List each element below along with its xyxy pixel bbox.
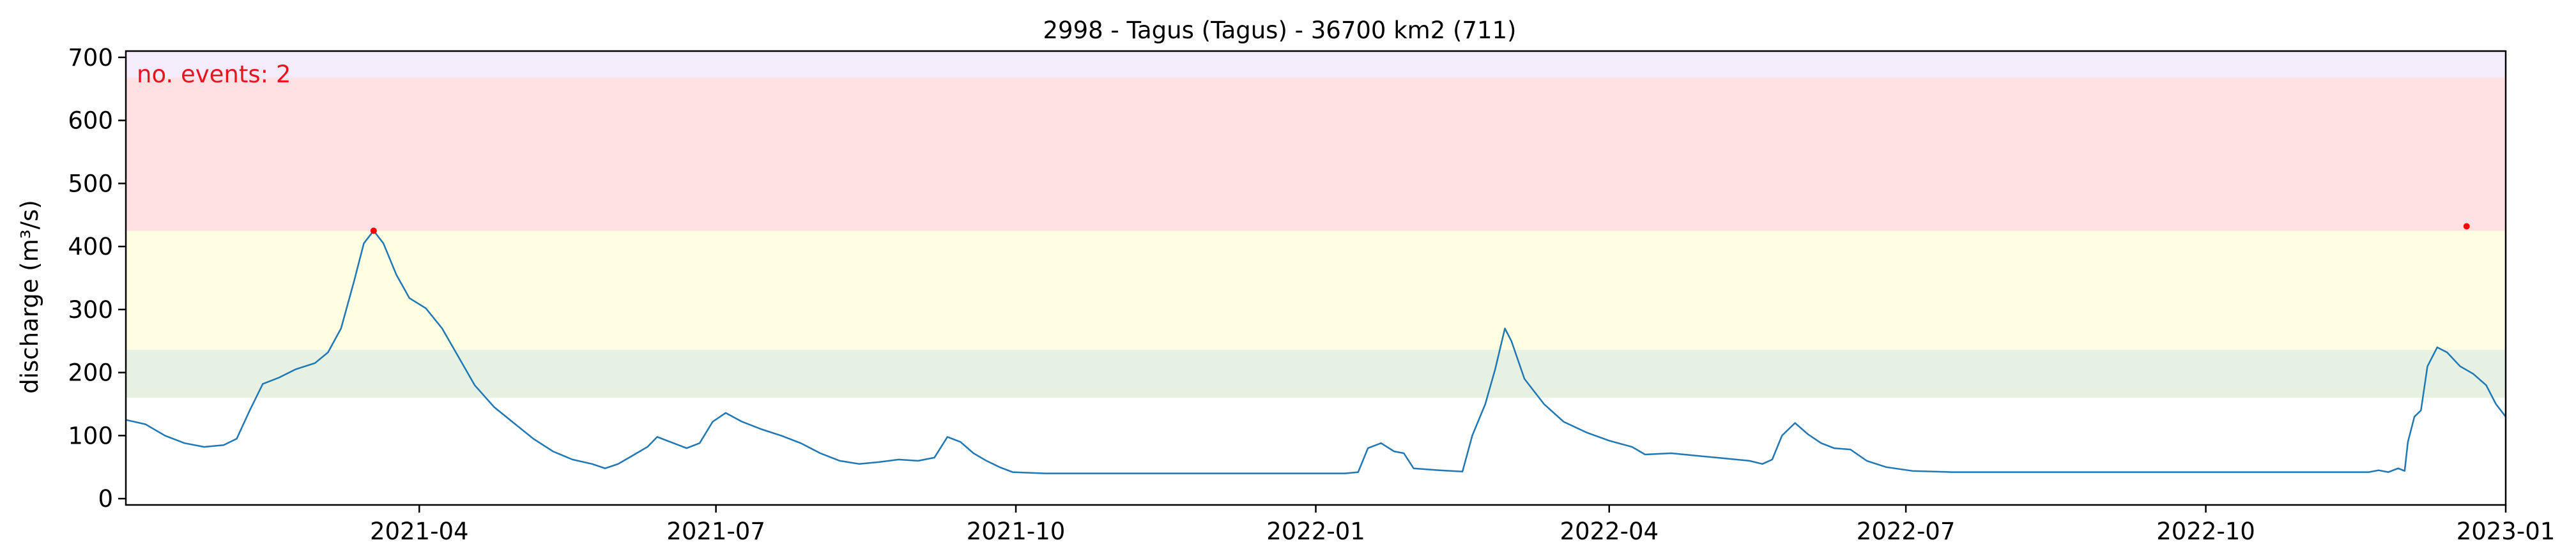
plot-frame xyxy=(125,50,2507,506)
x-axis-ticks: 2021-04 2021-07 2021-10 2022-01 2022-04 2022-… xyxy=(370,505,2555,545)
y-axis-ticks: 0 100 200 300 400 500 600 700 xyxy=(68,44,126,513)
chart-title: 2998 - Tagus (Tagus) - 36700 km2 (711) xyxy=(1043,17,1517,44)
y-tick-label: 400 xyxy=(68,233,113,260)
events-count-annotation: no. events: 2 xyxy=(137,61,291,88)
threshold-band-3 xyxy=(126,51,2506,78)
x-tick-label: 2022-10 xyxy=(2156,518,2255,545)
y-tick-label: 700 xyxy=(68,44,113,71)
x-tick-label: 2022-04 xyxy=(1560,518,1659,545)
event-marker xyxy=(2463,223,2470,230)
x-tick-label: 2021-07 xyxy=(666,518,765,545)
threshold-band-0 xyxy=(126,350,2506,398)
y-tick-label: 100 xyxy=(68,422,113,449)
y-tick-label: 500 xyxy=(68,170,113,197)
y-tick-label: 0 xyxy=(98,485,113,513)
y-tick-label: 200 xyxy=(68,359,113,387)
discharge-series-line xyxy=(125,230,2506,474)
event-markers xyxy=(370,223,2470,234)
y-axis-label: discharge (m³/s) xyxy=(16,200,43,394)
x-tick-label: 2023-01 xyxy=(2457,518,2556,545)
series-group xyxy=(125,230,2506,474)
x-tick-label: 2022-01 xyxy=(1266,518,1365,545)
threshold-bands xyxy=(126,51,2506,398)
y-tick-label: 300 xyxy=(68,296,113,324)
x-tick-label: 2021-04 xyxy=(370,518,469,545)
y-tick-label: 600 xyxy=(68,107,113,135)
x-tick-label: 2022-07 xyxy=(1857,518,1956,545)
threshold-band-1 xyxy=(126,230,2506,350)
event-marker xyxy=(370,227,377,234)
x-tick-label: 2021-10 xyxy=(967,518,1066,545)
threshold-band-2 xyxy=(126,77,2506,231)
